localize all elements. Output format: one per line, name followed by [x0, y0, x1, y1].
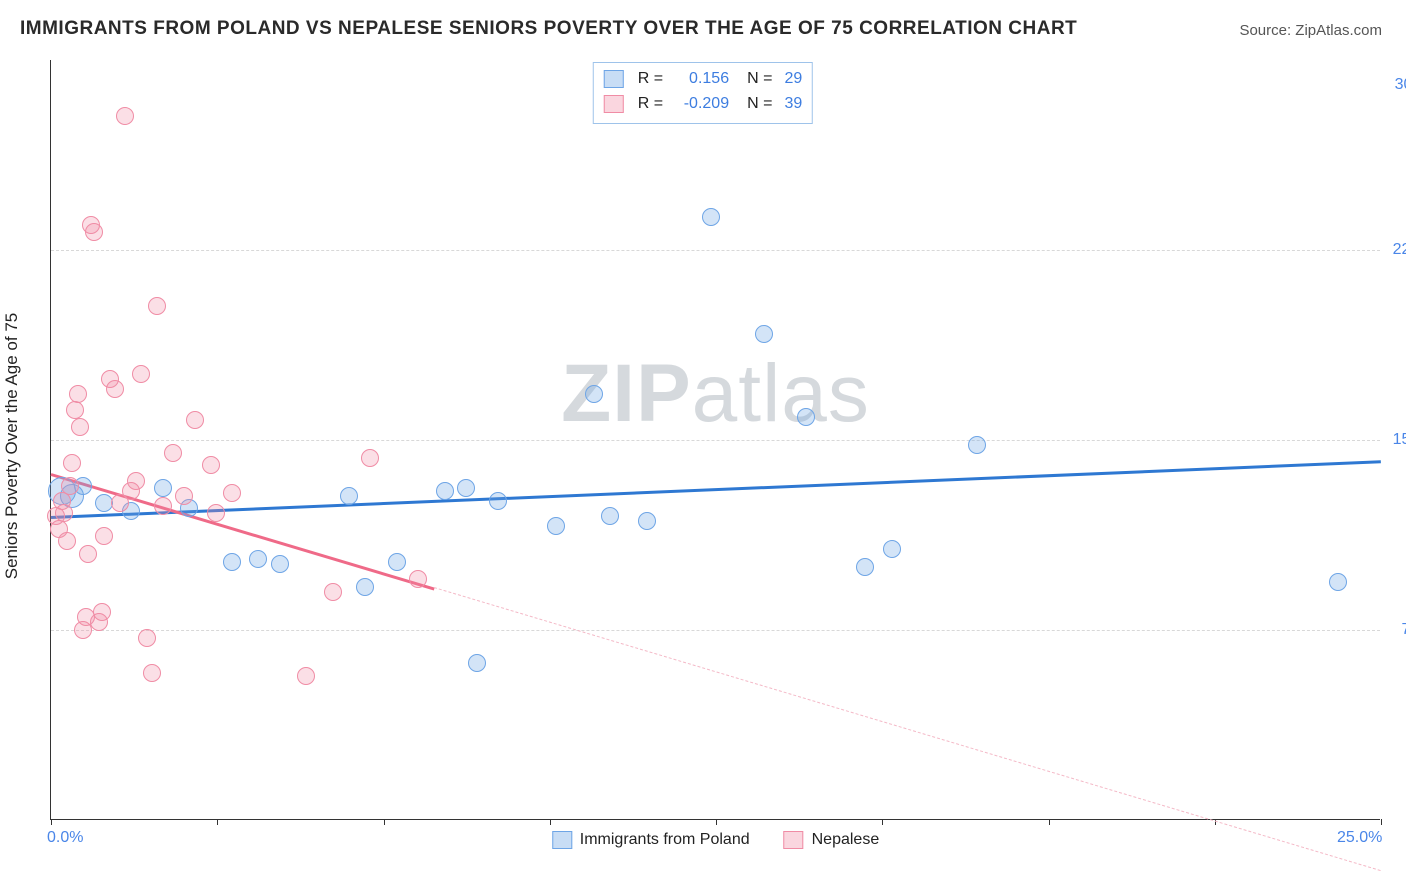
- legend-row: R = -0.209 N = 39: [604, 92, 802, 117]
- data-point-poland: [856, 558, 874, 576]
- data-point-nepalese: [154, 497, 172, 515]
- data-point-poland: [436, 482, 454, 500]
- x-tick-mark: [384, 819, 385, 825]
- r-value: -0.209: [671, 92, 729, 117]
- data-point-nepalese: [55, 504, 73, 522]
- n-value: 29: [784, 67, 802, 92]
- data-point-nepalese: [79, 545, 97, 563]
- data-point-poland: [1329, 573, 1347, 591]
- y-tick-label: 15.0%: [1393, 431, 1406, 449]
- data-point-nepalese: [93, 603, 111, 621]
- data-point-poland: [457, 479, 475, 497]
- data-point-poland: [883, 540, 901, 558]
- data-point-nepalese: [85, 223, 103, 241]
- legend-item: Immigrants from Poland: [552, 831, 750, 849]
- y-axis-label: Seniors Poverty Over the Age of 75: [2, 313, 22, 579]
- y-tick-label: 30.0%: [1395, 76, 1406, 94]
- data-point-poland: [638, 512, 656, 530]
- legend-swatch: [604, 95, 624, 113]
- scatter-plot-area: ZIPatlas 7.5%15.0%22.5%30.0%0.0%25.0%Imm…: [50, 60, 1380, 820]
- n-label: N =: [747, 67, 772, 92]
- data-point-nepalese: [297, 667, 315, 685]
- series-legend: Immigrants from Poland Nepalese: [552, 831, 879, 849]
- gridline: [51, 250, 1380, 251]
- data-point-nepalese: [95, 527, 113, 545]
- data-point-nepalese: [143, 664, 161, 682]
- y-tick-label: 22.5%: [1393, 241, 1406, 259]
- r-label: R =: [638, 67, 663, 92]
- data-point-poland: [340, 487, 358, 505]
- n-value: 39: [784, 92, 802, 117]
- data-point-nepalese: [58, 532, 76, 550]
- x-tick-mark: [716, 819, 717, 825]
- data-point-nepalese: [202, 456, 220, 474]
- x-tick-label: 25.0%: [1337, 829, 1382, 847]
- gridline: [51, 630, 1380, 631]
- data-point-poland: [468, 654, 486, 672]
- x-tick-mark: [1049, 819, 1050, 825]
- data-point-nepalese: [164, 444, 182, 462]
- data-point-nepalese: [361, 449, 379, 467]
- data-point-poland: [271, 555, 289, 573]
- correlation-legend: R = 0.156 N = 29 R = -0.209 N = 39: [593, 62, 813, 124]
- data-point-nepalese: [127, 472, 145, 490]
- data-point-nepalese: [63, 454, 81, 472]
- data-point-nepalese: [106, 380, 124, 398]
- data-point-nepalese: [148, 297, 166, 315]
- trend-line: [51, 460, 1381, 519]
- data-point-nepalese: [71, 418, 89, 436]
- n-label: N =: [747, 92, 772, 117]
- data-point-nepalese: [132, 365, 150, 383]
- data-point-nepalese: [409, 570, 427, 588]
- legend-swatch: [552, 831, 572, 849]
- data-point-poland: [601, 507, 619, 525]
- data-point-nepalese: [61, 477, 79, 495]
- data-point-poland: [547, 517, 565, 535]
- watermark-zip: ZIP: [561, 348, 692, 439]
- gridline: [51, 440, 1380, 441]
- data-point-poland: [797, 408, 815, 426]
- source-attribution: Source: ZipAtlas.com: [1239, 22, 1382, 39]
- data-point-poland: [489, 492, 507, 510]
- y-tick-label: 7.5%: [1402, 621, 1406, 639]
- legend-item: Nepalese: [784, 831, 880, 849]
- legend-label: Nepalese: [812, 831, 880, 849]
- data-point-poland: [356, 578, 374, 596]
- watermark: ZIPatlas: [561, 347, 870, 441]
- data-point-poland: [388, 553, 406, 571]
- data-point-nepalese: [116, 107, 134, 125]
- r-value: 0.156: [671, 67, 729, 92]
- data-point-nepalese: [324, 583, 342, 601]
- data-point-nepalese: [175, 487, 193, 505]
- data-point-poland: [154, 479, 172, 497]
- data-point-poland: [223, 553, 241, 571]
- data-point-poland: [249, 550, 267, 568]
- legend-swatch: [784, 831, 804, 849]
- data-point-poland: [702, 208, 720, 226]
- data-point-nepalese: [207, 504, 225, 522]
- data-point-nepalese: [66, 401, 84, 419]
- x-tick-mark: [51, 819, 52, 825]
- data-point-poland: [968, 436, 986, 454]
- x-tick-label: 0.0%: [47, 829, 83, 847]
- x-tick-mark: [1381, 819, 1382, 825]
- data-point-nepalese: [138, 629, 156, 647]
- legend-label: Immigrants from Poland: [580, 831, 750, 849]
- legend-swatch: [604, 70, 624, 88]
- r-label: R =: [638, 92, 663, 117]
- data-point-nepalese: [69, 385, 87, 403]
- data-point-poland: [755, 325, 773, 343]
- x-tick-mark: [882, 819, 883, 825]
- x-tick-mark: [217, 819, 218, 825]
- chart-title: IMMIGRANTS FROM POLAND VS NEPALESE SENIO…: [20, 18, 1077, 40]
- data-point-nepalese: [223, 484, 241, 502]
- legend-row: R = 0.156 N = 29: [604, 67, 802, 92]
- data-point-nepalese: [186, 411, 204, 429]
- x-tick-mark: [550, 819, 551, 825]
- watermark-atlas: atlas: [692, 348, 870, 439]
- data-point-poland: [585, 385, 603, 403]
